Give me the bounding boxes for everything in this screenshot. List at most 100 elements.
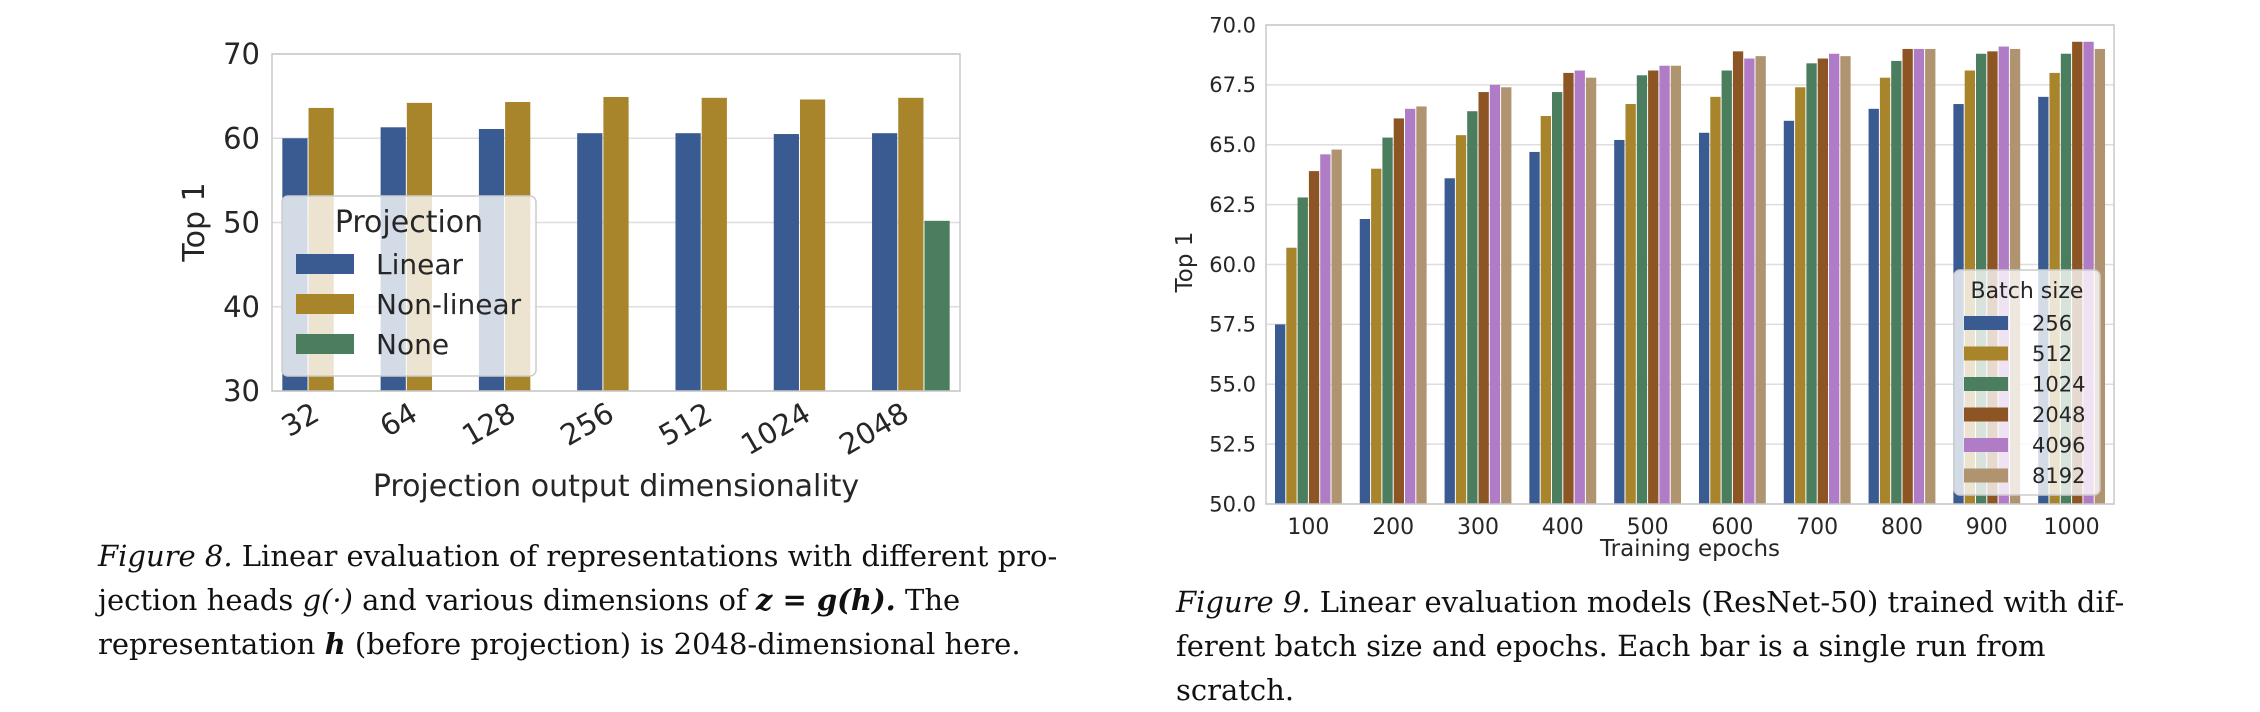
figure-8-caption-math-z: z = g(h). [755, 583, 896, 617]
chart8-x-axis-label: Projection output dimensionality [373, 469, 859, 504]
x-tick-label: 200 [1372, 515, 1414, 540]
bar-256-600 [1698, 132, 1710, 504]
chart8-y-axis-label: Top 1 [177, 182, 212, 262]
bar-4096-700 [1829, 53, 1840, 505]
chart9-x-ticks: 100 200 300 400 500 600 700 800 900 1000 [1287, 515, 2099, 540]
y-tick-label: 60.0 [1209, 253, 1256, 277]
bar-512-600 [1710, 96, 1721, 504]
bar-non-linear-2048 [898, 97, 924, 391]
x-tick-label: 128 [456, 396, 521, 453]
x-tick-label: 800 [1881, 515, 1923, 540]
figure-8-caption: Figure 8. Linear evaluation of represent… [98, 534, 1058, 666]
bar-512-500 [1625, 104, 1636, 504]
y-tick-label: 52.5 [1209, 432, 1256, 456]
bar-2048-600 [1732, 51, 1744, 504]
legend-label: 8192 [2032, 464, 2085, 488]
bar-1024-400 [1551, 92, 1563, 504]
legend-swatch [296, 294, 354, 314]
bar-8192-800 [1925, 48, 1936, 504]
bar-512-800 [1879, 77, 1891, 504]
y-tick-label: 70 [223, 37, 260, 71]
y-tick-label: 65.0 [1209, 133, 1256, 157]
bar-256-100 [1274, 324, 1286, 504]
chart9-y-ticks: 50.0 52.5 55.0 57.5 60.0 62.5 65.0 67.5 70.0 [1209, 13, 1256, 516]
y-tick-label: 70.0 [1209, 13, 1256, 37]
bar-8192-500 [1670, 65, 1682, 504]
chart9-plot-frame [1265, 24, 2115, 505]
chart9-y-axis-label: Top 1 [1172, 232, 1198, 294]
bar-non-linear-256 [603, 96, 629, 391]
bar-256-500 [1614, 139, 1625, 504]
y-tick-label: 62.5 [1209, 193, 1256, 217]
figure-9-caption-line1: Linear evaluation models (ResNet-50) tra… [1319, 585, 2125, 619]
legend-swatch [1964, 468, 2008, 483]
x-tick-label: 300 [1457, 515, 1499, 540]
chart8-y-ticks: 30 40 50 60 70 [223, 37, 260, 408]
bar-4096-800 [1913, 48, 1925, 504]
chart8-plot-frame [271, 53, 961, 392]
y-tick-label: 50.0 [1209, 492, 1256, 516]
x-tick-label: 600 [1711, 515, 1753, 540]
figure-8-caption-line3a: representation [98, 627, 316, 661]
bar-4096-300 [1489, 84, 1501, 504]
bar-4096-500 [1659, 65, 1670, 504]
bar-512-400 [1540, 116, 1551, 504]
bar-8192-700 [1840, 56, 1851, 504]
figure-8-caption-line2b: and various dimensions of [362, 583, 747, 617]
x-tick-label: 256 [555, 396, 620, 453]
bar-8192-600 [1755, 56, 1766, 504]
chart-figure-8: 30 40 50 60 70 32 64 128 256 512 1024 2048 Top 1 P… [177, 37, 961, 504]
chart8-x-ticks: 32 64 128 256 512 1024 2048 [276, 396, 915, 462]
bar-8192-100 [1331, 149, 1342, 505]
bar-1024-200 [1382, 137, 1393, 504]
figure-8-caption-line3b: (before projection) is 2048-dimensional … [354, 627, 1021, 661]
bar-non-linear-1024 [799, 99, 826, 392]
bar-1024-500 [1636, 75, 1648, 505]
bar-256-200 [1359, 218, 1371, 504]
legend-title: Projection [335, 205, 483, 240]
bar-2048-200 [1393, 118, 1405, 504]
legend-swatch [1964, 377, 2008, 391]
bar-linear-512 [675, 133, 701, 391]
legend-label: 4096 [2032, 433, 2085, 457]
x-tick-label: 1024 [735, 396, 816, 462]
bar-8192-400 [1585, 77, 1597, 504]
bar-256-800 [1868, 108, 1879, 504]
x-tick-label: 512 [653, 396, 718, 453]
x-tick-label: 64 [374, 396, 423, 444]
bar-4096-200 [1405, 108, 1416, 504]
legend-swatch [1964, 438, 2008, 452]
bar-512-300 [1455, 135, 1467, 505]
bar-2048-700 [1817, 58, 1829, 504]
chart-figure-9: 50.0 52.5 55.0 57.5 60.0 62.5 65.0 67.5 70.0 100… [1172, 13, 2115, 562]
figure-8-caption-line2c: The [905, 583, 961, 617]
bar-non-linear-512 [701, 97, 727, 391]
y-tick-label: 60 [223, 121, 260, 155]
legend-label: 256 [2032, 311, 2072, 335]
bar-512-700 [1795, 87, 1806, 505]
bar-512-100 [1286, 247, 1297, 505]
legend-label: Non-linear [376, 288, 522, 321]
figure-8-caption-line2a: jection heads [98, 583, 294, 617]
legend-swatch [296, 254, 354, 274]
bar-256-700 [1783, 120, 1795, 505]
x-tick-label: 700 [1796, 515, 1838, 540]
chart9-legend: Batch size 256 512 1024 2048 4096 8192 [1953, 269, 2101, 496]
y-tick-label: 67.5 [1209, 73, 1256, 97]
bar-8192-200 [1416, 106, 1427, 505]
bar-1024-300 [1467, 111, 1478, 504]
legend-title: Batch size [1971, 279, 2084, 304]
bar-256-300 [1444, 178, 1455, 504]
bar-none-2048 [924, 220, 950, 391]
figure-8-caption-math-h: h [324, 627, 346, 661]
x-tick-label: 1000 [2044, 515, 2100, 540]
bar-8192-300 [1501, 87, 1512, 505]
bar-1024-100 [1297, 197, 1308, 504]
y-tick-label: 40 [223, 290, 260, 324]
legend-swatch [1964, 316, 2008, 330]
x-tick-label: 100 [1287, 515, 1329, 540]
y-tick-label: 57.5 [1209, 313, 1256, 337]
figure-8-caption-math-g: g(·) [302, 583, 353, 617]
bar-2048-800 [1902, 48, 1913, 504]
bar-2048-100 [1308, 171, 1320, 504]
